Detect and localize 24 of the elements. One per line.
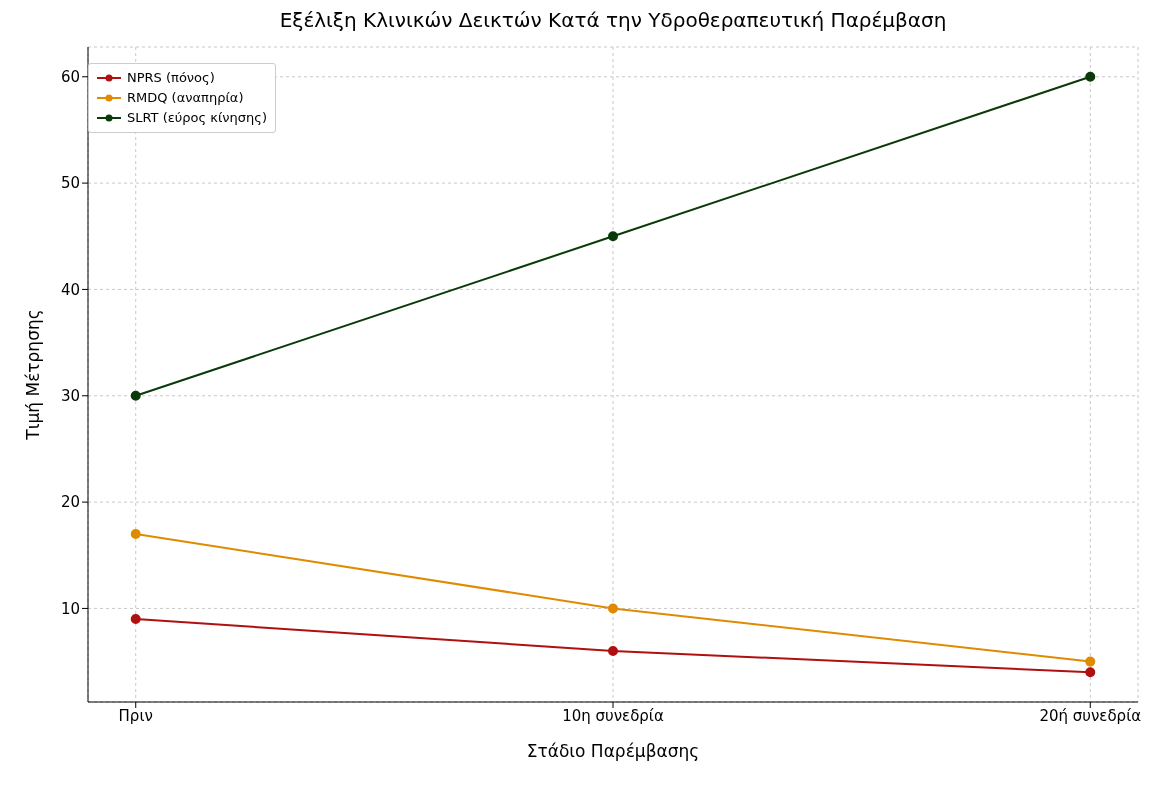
point (130, 390, 141, 401)
y-tick-label: 60 (60, 68, 80, 87)
x-axis-title: Στάδιο Παρέμβασης (526, 741, 700, 761)
legend-label: RMDQ (αναπηρία) (127, 89, 244, 107)
y-tick-label: 10 (60, 599, 80, 618)
y-tick-label: 40 (60, 280, 80, 299)
point (130, 614, 141, 625)
point (130, 529, 141, 539)
point (1085, 656, 1096, 667)
y-tick-label: 20 (60, 493, 80, 512)
point (1085, 667, 1096, 678)
point (1085, 71, 1096, 82)
x-tick-label: 10η συνεδρία (562, 706, 664, 725)
legend-label: NPRS (πόνος) (127, 69, 215, 87)
x-tick-label: Πριν (118, 706, 153, 725)
point (608, 645, 618, 656)
point (608, 231, 618, 242)
chart-title: Εξέλιξη Κλινικών Δεικτών Κατά την Υδροθεραπευτική Παρέμβαση (278, 8, 948, 32)
legend-label: SLRT (εύρος κίνησης) (127, 109, 267, 127)
y-tick-label: 30 (60, 387, 80, 406)
point (608, 603, 618, 614)
x-tick-label: 20ή συνεδρία (1039, 706, 1142, 725)
y-tick-label: 50 (60, 174, 80, 193)
y-axis-title: Τιμή Μέτρησης (23, 309, 44, 441)
